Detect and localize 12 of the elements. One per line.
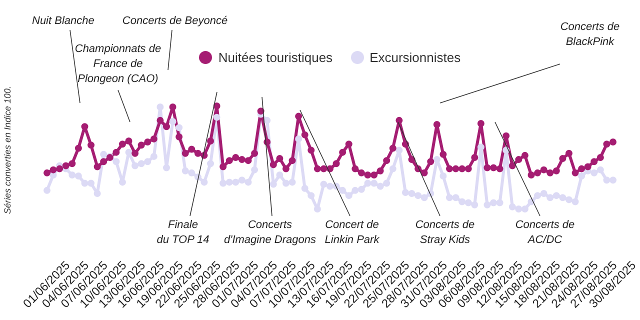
text: Championnats de France de Plongeon (CAO) (74, 43, 162, 85)
text: Finale du TOP 14 (156, 219, 210, 246)
text: Concerts de BlackPink (560, 21, 620, 48)
y-axis-title: Séries converties en Indice 100. (2, 86, 12, 214)
text: Concerts de Stray Kids (415, 219, 475, 246)
legend-label: Excursionnistes (368, 50, 461, 65)
text: Concert de Linkin Park (324, 219, 380, 246)
text: Concerts d'Imagine Dragons (224, 219, 316, 246)
text: Nuit Blanche (32, 15, 94, 27)
legend-label: Nuitées touristiques (217, 50, 333, 65)
text: Concerts de Beyoncé (122, 15, 228, 27)
text: Concerts de AC/DC (515, 219, 575, 246)
